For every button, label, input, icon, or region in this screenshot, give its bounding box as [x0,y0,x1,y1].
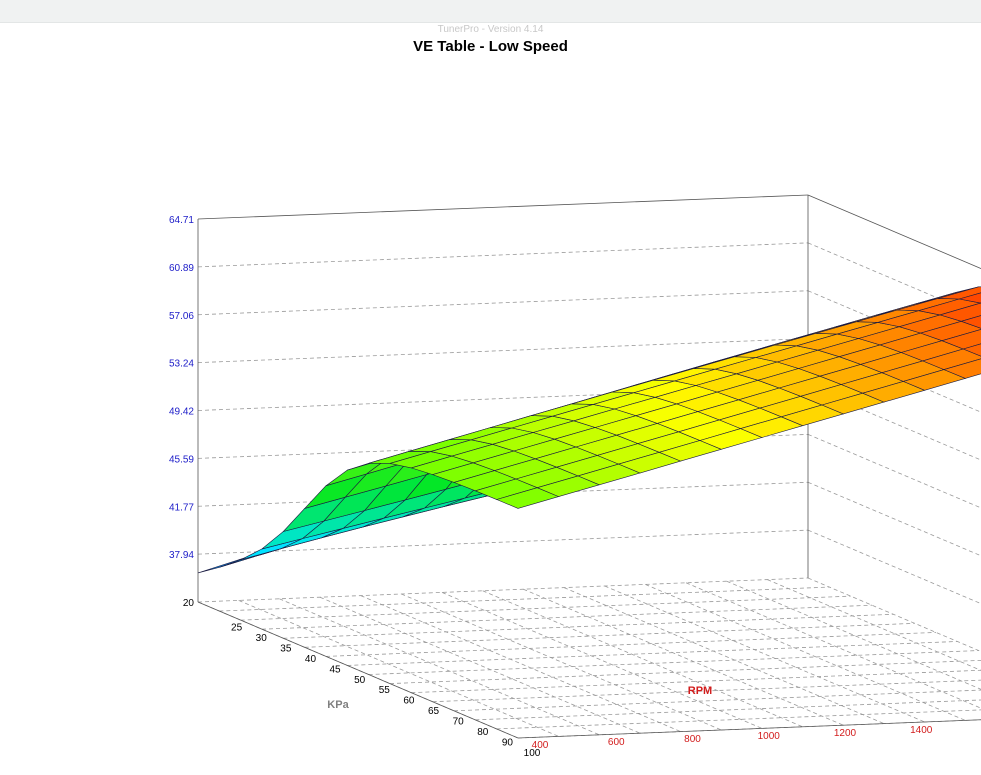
kpa-tick-label: 45 [330,664,342,675]
chart-walls [197,194,981,739]
kpa-tick-label: 60 [403,696,415,707]
top-left-edge [197,194,809,220]
floor-grid-line [360,595,681,732]
left-wall-grid-line [197,338,809,364]
floor-grid-line [368,650,979,675]
floor-grid-line [347,641,958,666]
floor-grid-line [401,593,722,731]
rpm-tick-label: 1000 [758,731,781,742]
kpa-tick-label: 25 [231,622,243,633]
floor-grid-line [238,600,559,737]
floor-grid-line [807,577,981,652]
floor-grid-line [283,613,894,639]
floor-grid-line [219,586,830,612]
surface-cell [960,315,981,329]
back-wall-grid-line [807,529,981,605]
left-wall-grid-line [197,529,809,555]
floor-grid-line [389,659,981,684]
surface-cell [921,348,981,370]
rpm-axis-label: RPM [688,685,712,697]
z-tick-label-left: 57.06 [169,311,194,322]
back-wall-grid-line [807,242,981,317]
floor-grid-line [325,632,937,657]
floor-grid-line [767,579,981,671]
kpa-tick-label: 80 [477,727,489,738]
surface-cell [938,302,981,322]
left-wall-grid-line [197,433,809,459]
floor-grid-line [496,709,981,730]
floor-grid-line [523,588,844,726]
rpm-tick-label: 400 [532,740,549,751]
floor-grid-line [304,622,915,648]
kpa-tick-label: 65 [428,706,440,717]
surface-cell [943,358,981,379]
left-wall-grid-line [197,290,809,316]
z-tick-label-left: 41.77 [169,502,194,513]
z-tick-label-left: 49.42 [169,407,194,418]
rpm-tick-label: 1400 [910,725,933,736]
rpm-axis-line [517,719,981,739]
left-wall-grid-line [197,386,809,411]
app-watermark: TunerPro - Version 4.14 [437,24,544,35]
floor-grid-line [279,598,600,736]
floor-grid-line [240,595,851,621]
kpa-tick-label: 90 [502,738,514,749]
floor-grid-line [475,699,981,721]
surface-cell [919,320,981,342]
rpm-tick-label: 1200 [834,728,857,739]
chart-surface [197,286,981,574]
surface-cell [962,343,981,357]
top-right-edge [807,194,981,269]
left-wall-grid-line [197,481,809,507]
window-top-bar [0,0,981,23]
rpm-tick-label: 800 [684,734,701,745]
z-tick-label-left: 20 [183,598,195,609]
back-wall-grid-line [807,481,981,557]
back-wall-grid-line [807,290,981,365]
floor-grid-line [726,580,981,690]
back-wall-grid-line [807,386,981,461]
kpa-tick-label: 40 [305,654,317,665]
z-tick-label-left: 37.94 [169,550,194,561]
surface-cell [959,292,981,304]
floor-grid-line [563,587,885,724]
kpa-axis-label: KPa [327,699,349,711]
z-tick-label-left: 60.89 [169,263,194,274]
floor-grid-line [685,582,981,709]
z-tick-label-left: 45.59 [169,454,194,465]
z-tick-label-left: 64.71 [169,215,194,226]
left-wall-grid-line [197,242,809,268]
floor-grid-line [411,669,981,694]
chart-title: VE Table - Low Speed [413,38,568,55]
kpa-tick-label: 35 [280,643,292,654]
surface-cell [941,329,981,350]
rpm-tick-label: 600 [608,737,625,748]
floor-grid-line [453,689,981,712]
surface-cell [937,286,981,300]
floor-grid-line [261,604,873,630]
floor-grid-line [197,577,809,603]
floor-grid-line [319,596,641,734]
z-tick-label-left: 53.24 [169,359,194,370]
floor-grid-line [604,585,925,723]
kpa-tick-label: 70 [453,717,465,728]
floor-grid-line [432,679,981,703]
kpa-tick-label: 50 [354,675,366,686]
chart-ticks: 2037.9437.9441.7741.7745.5945.5949.4249.… [169,215,933,759]
kpa-axis-line [197,601,519,739]
back-wall-grid-line [807,434,981,509]
kpa-tick-label: 55 [379,685,391,696]
floor-grid-line [482,590,803,728]
floor-grid-line [645,584,966,721]
kpa-tick-label: 30 [256,633,268,644]
kpa-tick-label: 100 [524,748,541,759]
floor-grid-line [441,592,763,729]
